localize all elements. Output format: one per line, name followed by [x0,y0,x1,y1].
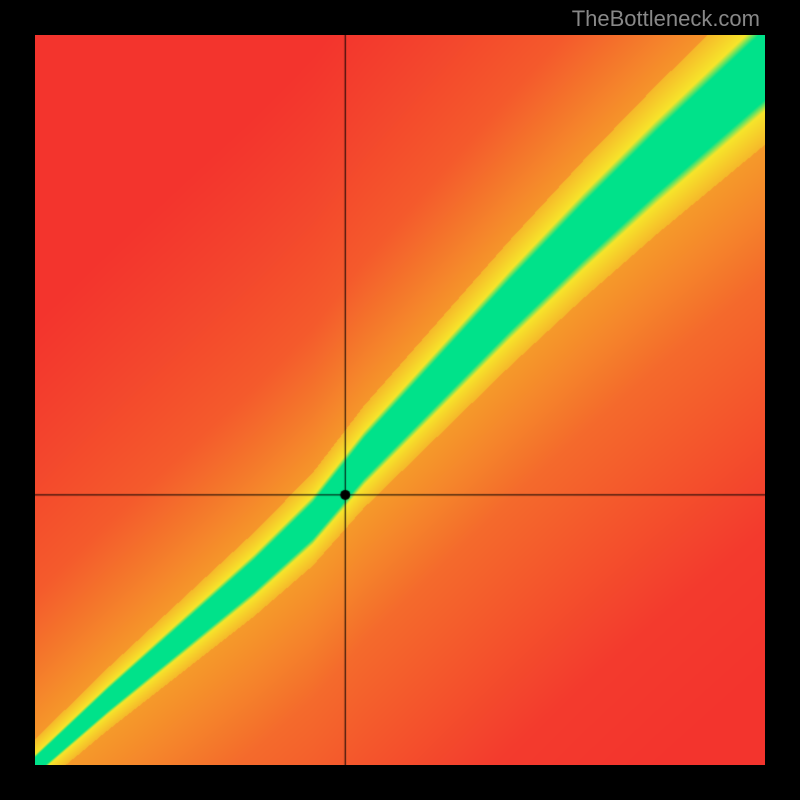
watermark-text: TheBottleneck.com [572,6,760,32]
heatmap-chart [35,35,765,765]
